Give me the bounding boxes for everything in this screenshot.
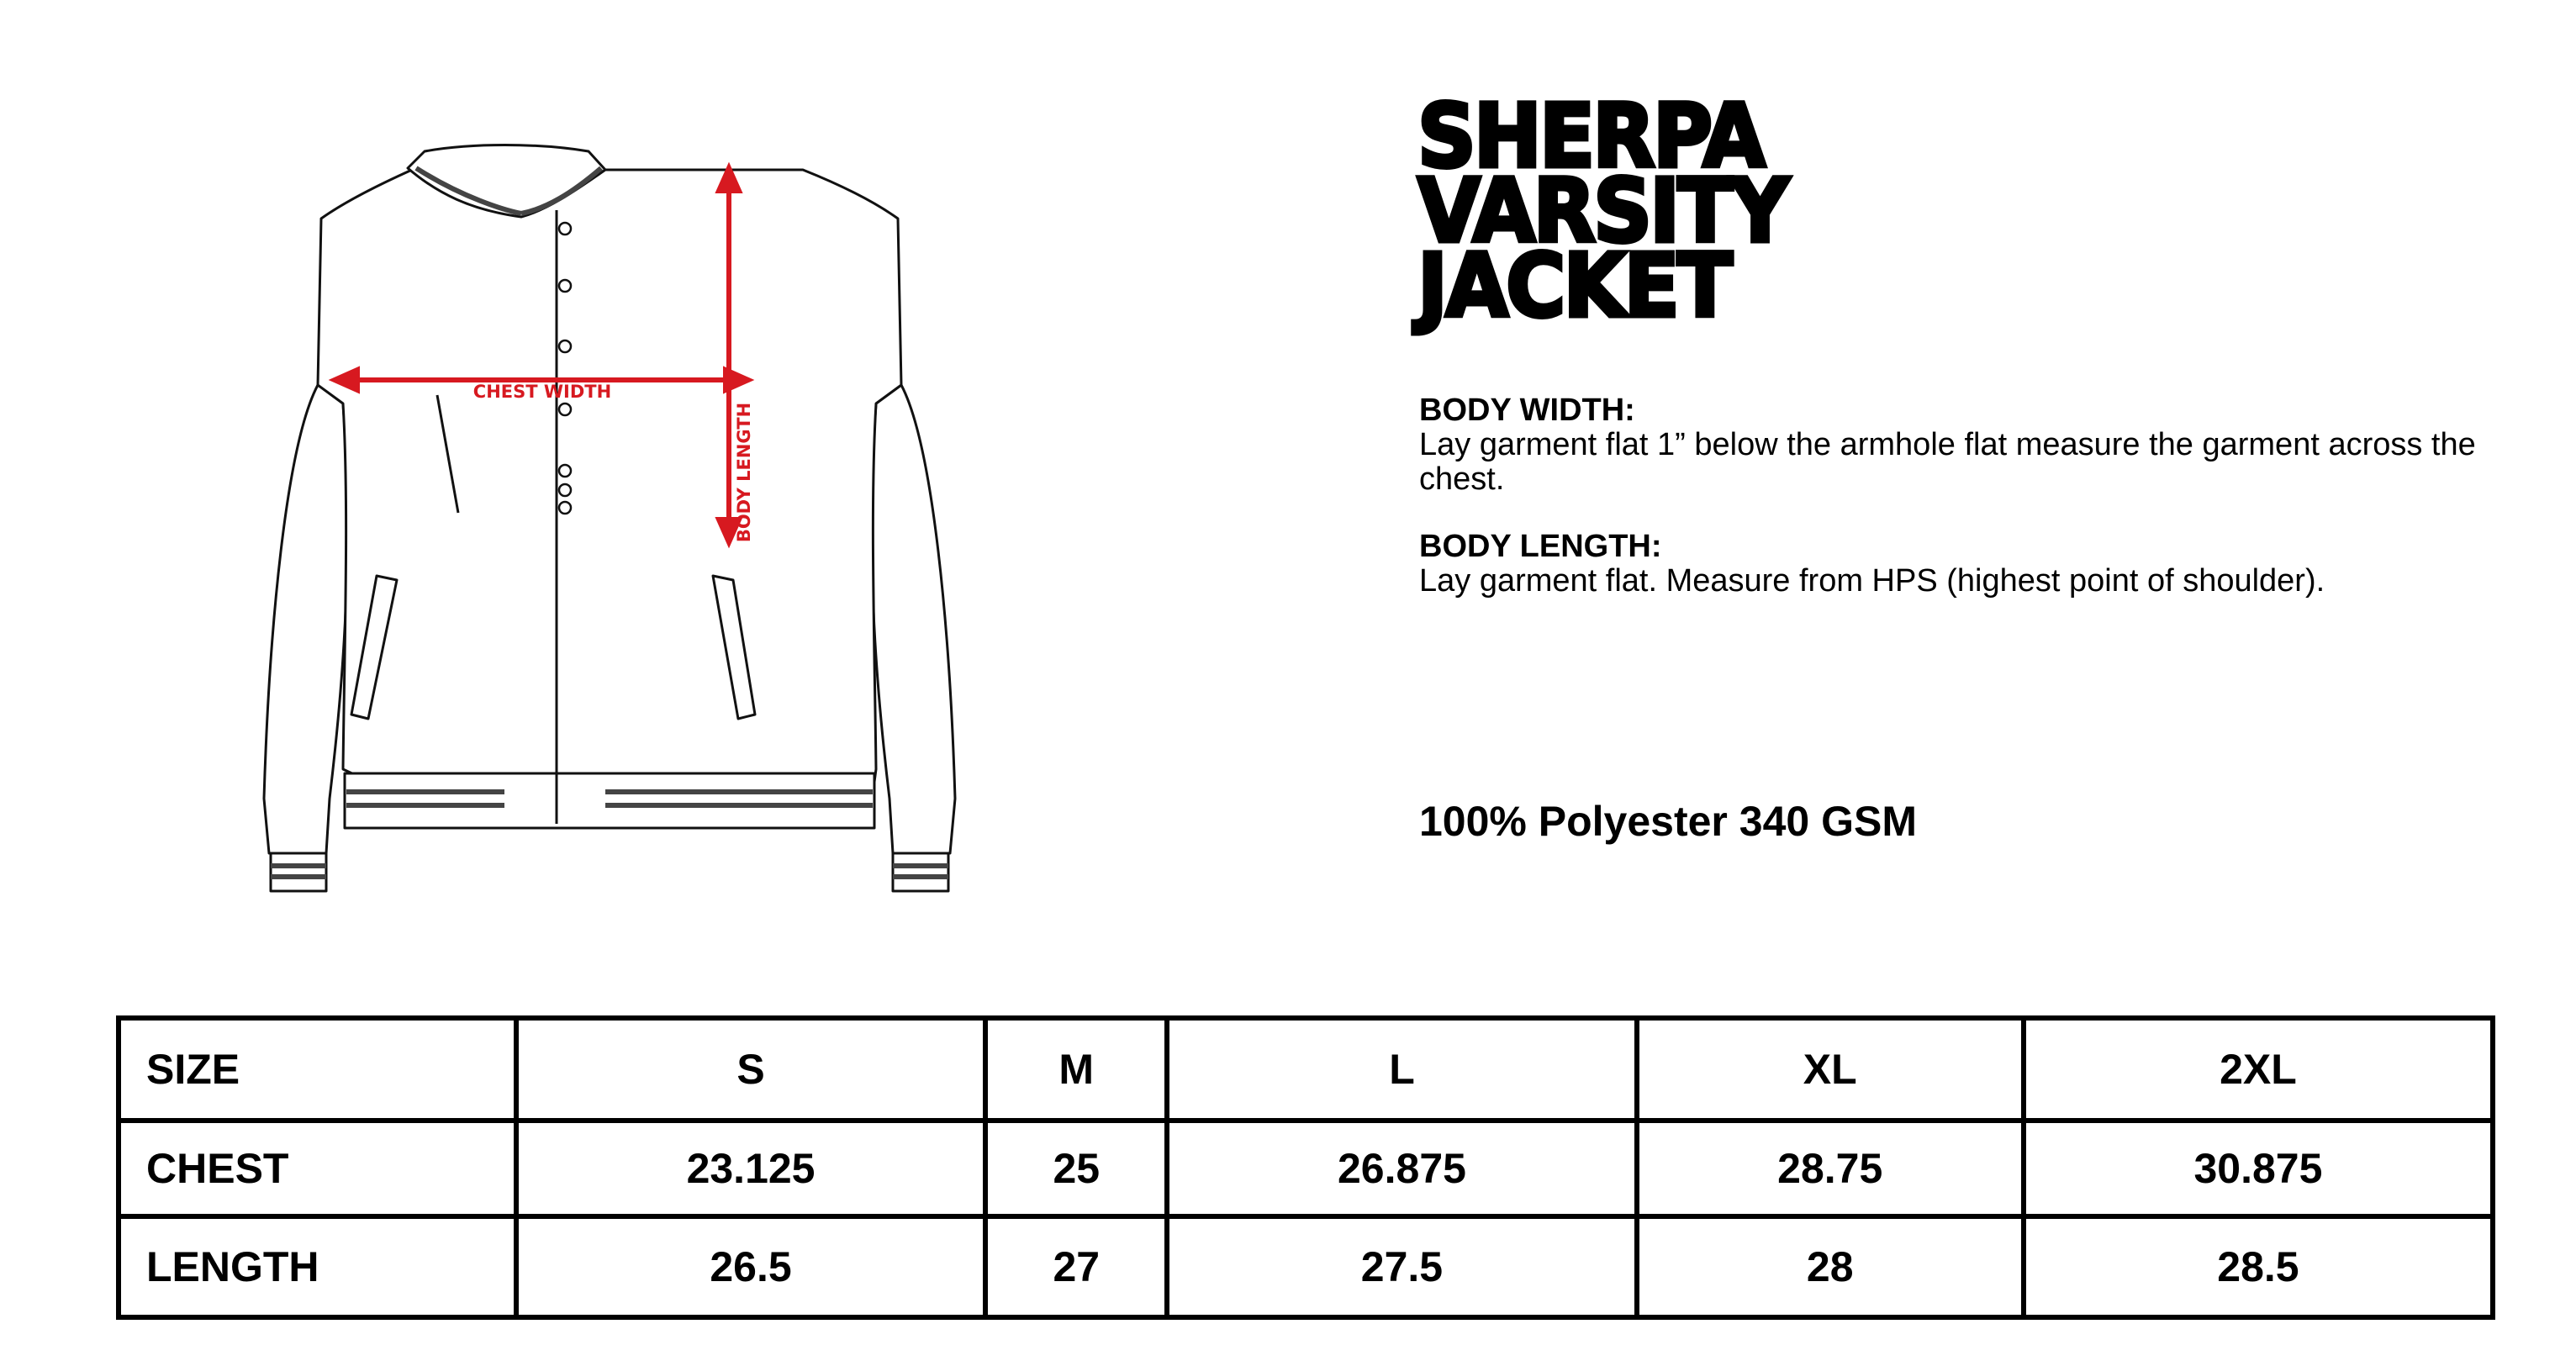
- table-row: LENGTH 26.5 27 27.5 28 28.5: [116, 1214, 2496, 1320]
- table-cell: 28.5: [2020, 1214, 2496, 1320]
- right-cuff: [891, 852, 950, 893]
- spec-text: Lay garment flat 1” below the armhole fl…: [1419, 427, 2476, 497]
- title-line: VARSITY: [1416, 160, 1792, 262]
- table-cell: 28.75: [1634, 1118, 2026, 1219]
- header-cell: S: [513, 1015, 989, 1123]
- spec-heading: BODY LENGTH:: [1419, 529, 1662, 564]
- table-cell: 28: [1634, 1214, 2026, 1320]
- size-table: SIZE S M L XL 2XL CHEST 23.125 25 26.875…: [116, 1015, 2496, 1320]
- fabric-info: 100% Polyester 340 GSM: [1419, 798, 1917, 845]
- table-cell: 25: [983, 1118, 1170, 1219]
- spec-body-width: BODY WIDTH: Lay garment flat 1” below th…: [1419, 393, 2537, 497]
- row-label: CHEST: [116, 1118, 519, 1219]
- header-cell: M: [983, 1015, 1170, 1123]
- header-cell: L: [1164, 1015, 1639, 1123]
- header-cell: 2XL: [2020, 1015, 2496, 1123]
- spec-heading: BODY WIDTH:: [1419, 393, 1635, 428]
- left-cuff: [269, 852, 328, 893]
- title-line: JACKET: [1416, 235, 1735, 337]
- table-cell: 30.875: [2020, 1118, 2496, 1219]
- left-pocket: [350, 574, 399, 720]
- table-cell: 26.875: [1164, 1118, 1639, 1219]
- table-cell: 26.5: [513, 1214, 989, 1320]
- row-label: LENGTH: [116, 1214, 519, 1320]
- spec-body-length: BODY LENGTH: Lay garment flat. Measure f…: [1419, 530, 2537, 599]
- left-sleeve: [262, 383, 349, 855]
- spec-text: Lay garment flat. Measure from HPS (high…: [1419, 563, 2325, 599]
- table-row: CHEST 23.125 25 26.875 28.75 30.875: [116, 1118, 2496, 1219]
- table-cell: 27: [983, 1214, 1170, 1320]
- jacket-body: [316, 168, 903, 783]
- measure-arrows: [328, 161, 755, 549]
- header-cell: XL: [1634, 1015, 2026, 1123]
- chest-width-label: CHEST WIDTH: [473, 382, 611, 402]
- hem-band: [343, 772, 876, 830]
- header-cell: SIZE: [116, 1015, 519, 1123]
- right-sleeve: [870, 383, 957, 855]
- product-title: SHERPA VARSITY JACKET: [1416, 85, 1792, 337]
- button: [557, 221, 573, 236]
- title-line: SHERPA: [1416, 85, 1768, 187]
- right-pocket: [711, 574, 757, 720]
- table-cell: 23.125: [513, 1118, 989, 1219]
- table-header-row: SIZE S M L XL 2XL: [116, 1015, 2496, 1123]
- body-length-label: BODY LENGTH: [734, 403, 754, 542]
- jacket-diagram: CHEST WIDTH BODY LENGTH: [262, 144, 957, 893]
- table-cell: 27.5: [1164, 1214, 1639, 1320]
